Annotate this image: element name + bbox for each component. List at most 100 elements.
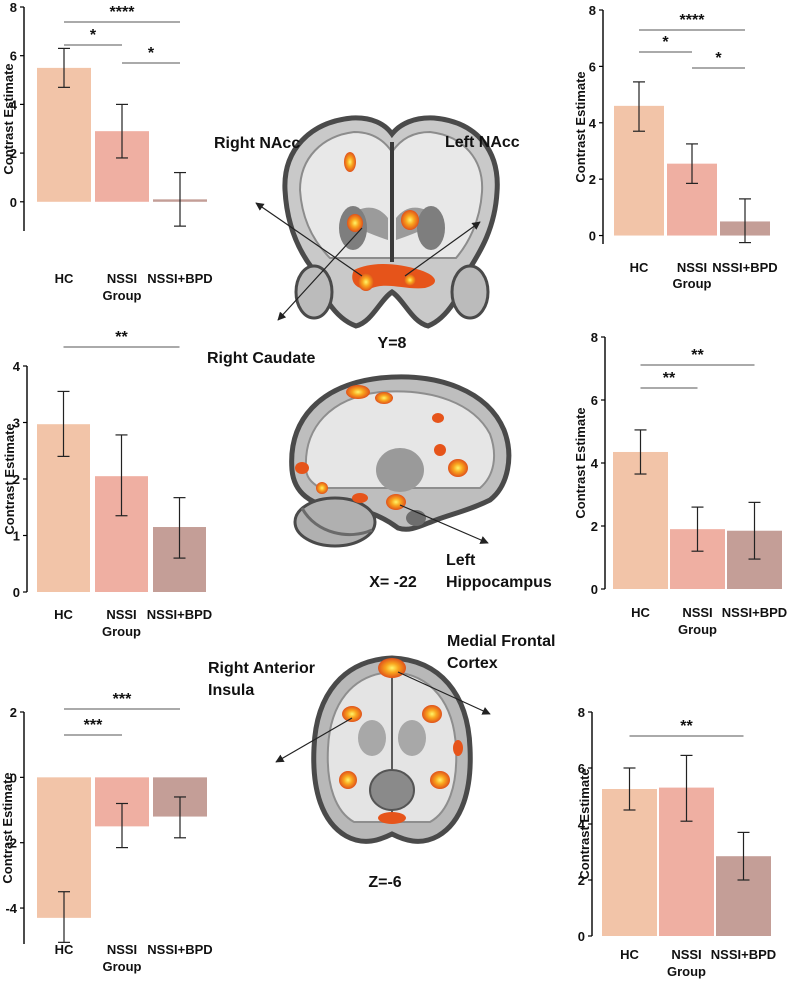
y-tick-label: 1 [13, 529, 20, 544]
y-tick-label: 8 [589, 3, 596, 18]
y-tick-label: 0 [578, 929, 585, 944]
label-right-nacc: Right NAcc [214, 135, 300, 152]
x-tick-label: HC [620, 947, 639, 962]
x-tick-label: HC [55, 942, 74, 957]
y-tick-label: 0 [591, 582, 598, 597]
chart-right_anterior_insula: -4 -2 0 2 Contrast Estimate HC NSSI NSSI+BPD Gro… [0, 691, 213, 974]
y-tick-label: 2 [13, 472, 20, 487]
y-tick-label: 2 [10, 705, 17, 720]
significance-stars: ** [663, 370, 676, 387]
label-left-hippocampus-line2: Hippocampus [446, 574, 552, 591]
arrow-right-nacc-down [277, 227, 363, 321]
x-tick-label: HC [55, 271, 74, 286]
y-tick-label: 2 [10, 146, 17, 161]
y-tick-label: 4 [578, 817, 586, 832]
x-tick-label: HC [54, 607, 73, 622]
arrow-left-hippocampus [399, 504, 489, 544]
y-tick-label: 8 [591, 330, 598, 345]
significance-stars: **** [110, 4, 136, 21]
y-tick-label: -2 [5, 836, 17, 851]
chart-left_nacc: 0 2 4 6 8 Contrast Estimate HC NSSI NSSI+BPDGrou… [573, 3, 778, 291]
label-medial-frontal-line2: Cortex [447, 655, 498, 672]
y-tick-label: 2 [589, 172, 596, 187]
x-tick-label: NSSI [106, 607, 136, 622]
x-tick-label: NSSI [107, 271, 137, 286]
y-axis-label: Contrast Estimate [573, 407, 588, 518]
x-tick-label: NSSI [107, 942, 137, 957]
y-axis-label: Contrast Estimate [1, 63, 16, 174]
y-tick-label: 4 [13, 359, 21, 374]
x-axis-label: Group [102, 624, 141, 639]
y-tick-label: 6 [591, 393, 598, 408]
y-tick-label: 3 [13, 416, 20, 431]
y-tick-label: 0 [589, 229, 596, 244]
y-tick-label: 6 [10, 49, 17, 64]
significance-stars: * [662, 34, 669, 51]
x-tick-label: NSSI+BPD [147, 271, 212, 286]
y-tick-label: -4 [5, 901, 17, 916]
y-tick-label: 0 [10, 770, 17, 785]
x-tick-label: NSSI [677, 260, 707, 275]
y-axis-label: Contrast Estimate [0, 772, 15, 883]
label-medial-frontal-line1: Medial Frontal [447, 633, 555, 650]
chart-right_nacc: 0 2 4 6 8 Contrast Estimate HC NSSI NSSI+BPD Grou… [1, 0, 213, 303]
y-tick-label: 0 [10, 195, 17, 210]
label-left-nacc: Left NAcc [445, 134, 520, 151]
x-tick-label: NSSI+BPD [711, 947, 776, 962]
y-tick-label: 6 [589, 59, 596, 74]
x-tick-label: NSSI [671, 947, 701, 962]
x-tick-label: HC [631, 605, 650, 620]
label-z-coord: Z=-6 [368, 874, 401, 891]
x-axis-label: Group [667, 964, 706, 979]
x-tick-label: HC [630, 260, 649, 275]
label-x-coord: X= -22 [369, 574, 417, 591]
significance-stars: * [715, 50, 722, 67]
significance-stars: * [148, 45, 155, 62]
label-right-insula-line2: Insula [208, 682, 254, 699]
y-axis-label: Contrast Estimate [2, 423, 17, 534]
x-tick-label: NSSI+BPD [712, 260, 777, 275]
label-y-coord: Y=8 [378, 335, 407, 352]
significance-stars: *** [113, 691, 132, 708]
significance-stars: **** [680, 12, 706, 29]
significance-stars: * [90, 27, 97, 44]
y-tick-label: 0 [13, 585, 20, 600]
significance-stars: ** [680, 718, 693, 735]
x-axis-label: Group [103, 288, 142, 303]
x-tick-label: NSSI+BPD [147, 607, 212, 622]
significance-stars: *** [84, 717, 103, 734]
arrow-medial-frontal [397, 671, 491, 715]
chart-medial_frontal_cortex: 0 2 4 6 8 Contrast Estimate HC NSSI NSSI+BPD Grou… [577, 705, 776, 979]
y-tick-label: 8 [10, 0, 17, 15]
bar-hc [37, 67, 91, 202]
y-axis-label: Contrast Estimate [577, 768, 592, 879]
chart-right_caudate: 0 1 2 3 4 Contrast Estimate HC NSSI NSSI+BPD Grou… [2, 329, 212, 639]
significance-stars: ** [691, 347, 704, 364]
y-tick-label: 2 [591, 519, 598, 534]
y-tick-label: 4 [589, 116, 597, 131]
bar-hc [613, 451, 668, 589]
arrow-left-nacc [404, 221, 481, 277]
axial-brain-image [311, 655, 473, 844]
sagittal-brain-image [289, 374, 512, 548]
x-axis-label: Group [103, 959, 142, 974]
coronal-brain-image [282, 115, 500, 329]
label-right-caudate: Right Caudate [207, 350, 316, 367]
y-tick-label: 4 [591, 456, 599, 471]
y-axis-label: Contrast Estimate [573, 71, 588, 182]
x-axis-label: Group [673, 276, 712, 291]
significance-stars: ** [115, 329, 128, 346]
label-left-hippocampus-line1: Left [446, 552, 476, 569]
y-tick-label: 6 [578, 761, 585, 776]
arrow-right-insula [275, 717, 353, 763]
arrow-right-nacc-up [255, 202, 363, 277]
y-tick-label: 2 [578, 873, 585, 888]
label-right-insula-line1: Right Anterior [208, 660, 315, 677]
bar-hc [602, 789, 657, 936]
x-tick-label: NSSI+BPD [147, 942, 212, 957]
x-tick-label: NSSI+BPD [722, 605, 787, 620]
x-axis-label: Group [678, 622, 717, 637]
y-tick-label: 8 [578, 705, 585, 720]
